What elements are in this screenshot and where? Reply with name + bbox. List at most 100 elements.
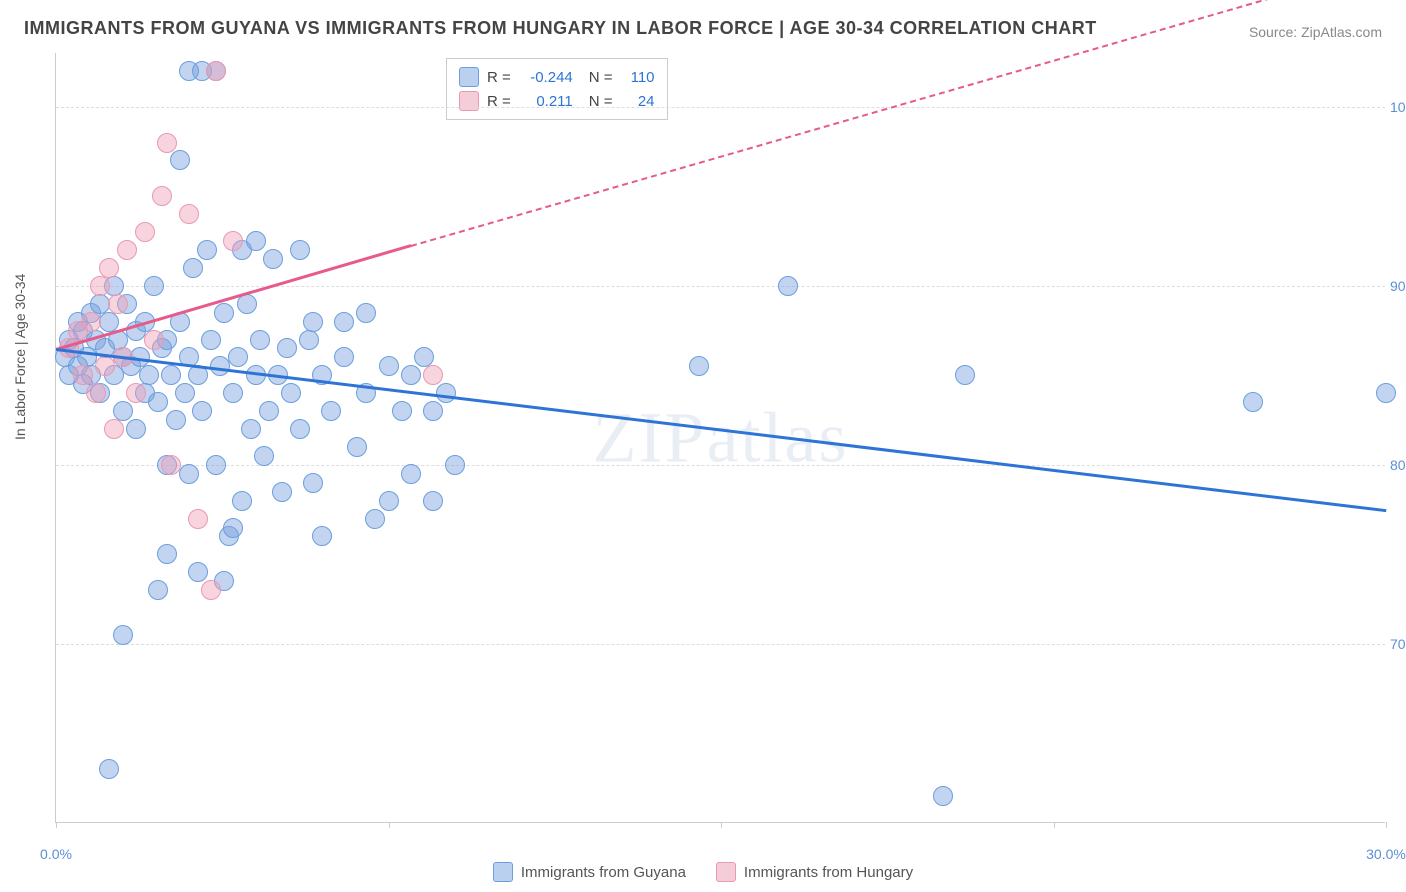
scatter-point <box>148 580 168 600</box>
scatter-point <box>246 231 266 251</box>
bottom-legend-item: Immigrants from Guyana <box>493 862 686 882</box>
legend-r-value: -0.244 <box>519 69 573 86</box>
legend-n-label: N = <box>589 69 613 86</box>
legend-row: R =0.211N =24 <box>459 89 655 113</box>
scatter-point <box>223 518 243 538</box>
legend-n-value: 110 <box>621 69 655 86</box>
scatter-point <box>99 258 119 278</box>
scatter-point <box>99 759 119 779</box>
source-label: Source: ZipAtlas.com <box>1249 24 1382 40</box>
scatter-point <box>73 365 93 385</box>
legend-swatch <box>459 91 479 111</box>
chart-title: IMMIGRANTS FROM GUYANA VS IMMIGRANTS FRO… <box>24 18 1097 39</box>
scatter-point <box>365 509 385 529</box>
bottom-legend-item: Immigrants from Hungary <box>716 862 913 882</box>
scatter-point <box>299 330 319 350</box>
scatter-point <box>401 464 421 484</box>
scatter-point <box>1376 383 1396 403</box>
legend-row: R =-0.244N =110 <box>459 65 655 89</box>
scatter-point <box>126 383 146 403</box>
scatter-point <box>423 491 443 511</box>
scatter-point <box>401 365 421 385</box>
scatter-point <box>148 392 168 412</box>
x-tick <box>389 822 390 828</box>
legend-swatch <box>493 862 513 882</box>
y-axis-label: In Labor Force | Age 30-34 <box>12 274 28 440</box>
scatter-point <box>86 383 106 403</box>
scatter-point <box>423 401 443 421</box>
watermark-text: ZIPatlas <box>593 396 849 479</box>
scatter-point <box>152 186 172 206</box>
scatter-point <box>192 401 212 421</box>
x-tick <box>1386 822 1387 828</box>
gridline <box>56 107 1385 108</box>
scatter-point <box>1243 392 1263 412</box>
scatter-point <box>183 258 203 278</box>
scatter-point <box>157 544 177 564</box>
scatter-point <box>379 356 399 376</box>
scatter-point <box>303 312 323 332</box>
scatter-point <box>104 419 124 439</box>
scatter-point <box>206 455 226 475</box>
scatter-point <box>135 222 155 242</box>
scatter-point <box>166 410 186 430</box>
scatter-point <box>161 455 181 475</box>
correlation-legend: R =-0.244N =110R =0.211N =24 <box>446 58 668 120</box>
scatter-point <box>113 401 133 421</box>
scatter-point <box>392 401 412 421</box>
x-tick <box>56 822 57 828</box>
scatter-point <box>955 365 975 385</box>
scatter-point <box>445 455 465 475</box>
scatter-point <box>241 419 261 439</box>
scatter-point <box>117 240 137 260</box>
y-tick-label: 80.0% <box>1390 457 1406 473</box>
scatter-point <box>379 491 399 511</box>
scatter-point <box>179 464 199 484</box>
scatter-point <box>277 338 297 358</box>
scatter-point <box>197 240 217 260</box>
x-tick-label: 0.0% <box>40 846 72 862</box>
scatter-point <box>312 526 332 546</box>
legend-swatch <box>716 862 736 882</box>
x-tick-label: 30.0% <box>1366 846 1406 862</box>
scatter-point <box>201 330 221 350</box>
scatter-point <box>933 786 953 806</box>
scatter-point <box>179 204 199 224</box>
scatter-point <box>126 419 146 439</box>
scatter-point <box>139 365 159 385</box>
scatter-point <box>259 401 279 421</box>
scatter-point <box>356 303 376 323</box>
scatter-point <box>201 580 221 600</box>
scatter-point <box>188 562 208 582</box>
gridline <box>56 465 1385 466</box>
scatter-point <box>144 330 164 350</box>
x-tick <box>721 822 722 828</box>
scatter-point <box>157 133 177 153</box>
scatter-point <box>254 446 274 466</box>
scatter-point <box>423 365 443 385</box>
scatter-point <box>689 356 709 376</box>
scatter-point <box>188 509 208 529</box>
y-tick-label: 90.0% <box>1390 278 1406 294</box>
series-legend: Immigrants from Guyana Immigrants from Hu… <box>0 862 1406 882</box>
scatter-point <box>778 276 798 296</box>
scatter-point <box>170 150 190 170</box>
scatter-point <box>144 276 164 296</box>
legend-label: Immigrants from Guyana <box>521 864 686 881</box>
scatter-point <box>347 437 367 457</box>
scatter-point <box>290 419 310 439</box>
scatter-point <box>81 312 101 332</box>
scatter-point <box>214 303 234 323</box>
scatter-point <box>232 491 252 511</box>
scatter-point <box>321 401 341 421</box>
scatter-point <box>175 383 195 403</box>
scatter-point <box>290 240 310 260</box>
x-tick <box>1054 822 1055 828</box>
scatter-point <box>228 347 248 367</box>
legend-swatch <box>459 67 479 87</box>
scatter-point <box>223 231 243 251</box>
scatter-point <box>263 249 283 269</box>
gridline <box>56 286 1385 287</box>
scatter-point <box>108 294 128 314</box>
scatter-point <box>272 482 292 502</box>
